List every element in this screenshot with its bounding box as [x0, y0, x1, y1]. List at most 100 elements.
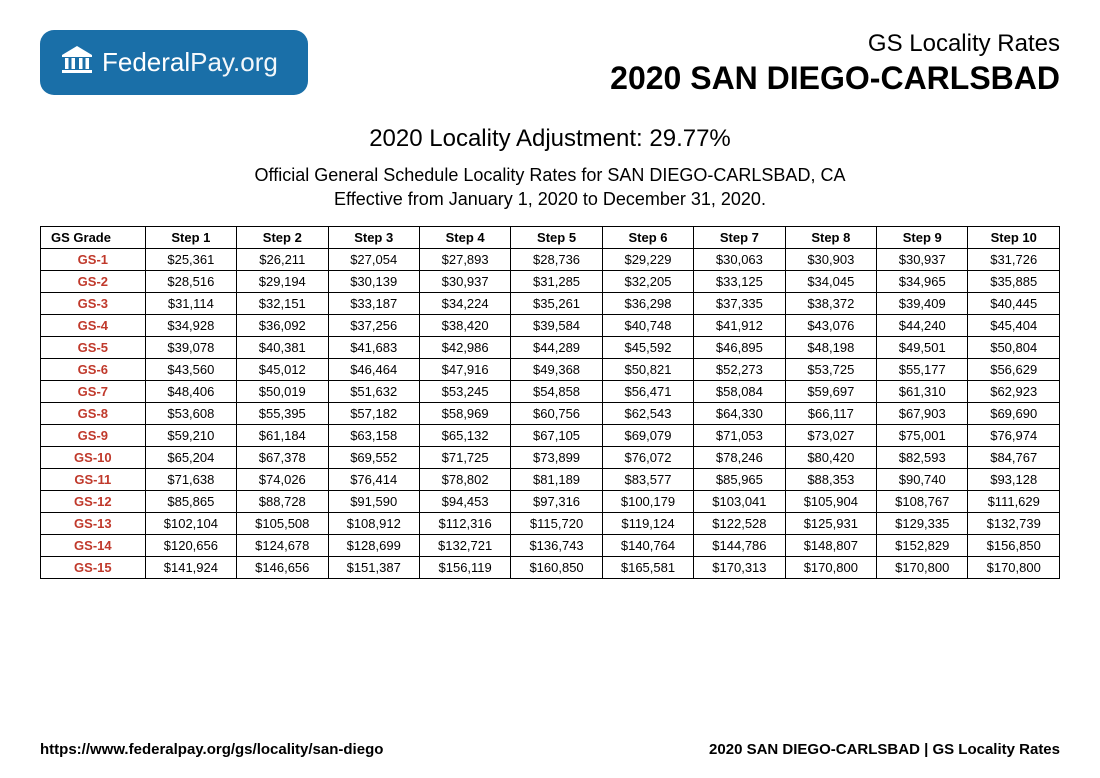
cell-value: $41,683	[328, 336, 419, 358]
cell-value: $30,903	[785, 248, 876, 270]
cell-value: $43,560	[145, 358, 236, 380]
col-grade: GS Grade	[41, 226, 146, 248]
cell-grade: GS-14	[41, 534, 146, 556]
cell-value: $30,139	[328, 270, 419, 292]
table-row: GS-5$39,078$40,381$41,683$42,986$44,289$…	[41, 336, 1060, 358]
table-row: GS-6$43,560$45,012$46,464$47,916$49,368$…	[41, 358, 1060, 380]
cell-value: $76,974	[968, 424, 1060, 446]
table-row: GS-9$59,210$61,184$63,158$65,132$67,105$…	[41, 424, 1060, 446]
cell-value: $38,420	[419, 314, 510, 336]
cell-value: $156,119	[419, 556, 510, 578]
cell-grade: GS-9	[41, 424, 146, 446]
cell-value: $111,629	[968, 490, 1060, 512]
cell-value: $28,516	[145, 270, 236, 292]
cell-value: $140,764	[602, 534, 693, 556]
cell-value: $40,381	[237, 336, 328, 358]
table-row: GS-10$65,204$67,378$69,552$71,725$73,899…	[41, 446, 1060, 468]
cell-value: $45,012	[237, 358, 328, 380]
cell-value: $151,387	[328, 556, 419, 578]
col-step-8: Step 8	[785, 226, 876, 248]
cell-value: $33,187	[328, 292, 419, 314]
cell-value: $37,256	[328, 314, 419, 336]
cell-value: $51,632	[328, 380, 419, 402]
cell-value: $36,298	[602, 292, 693, 314]
cell-value: $136,743	[511, 534, 602, 556]
cell-value: $30,937	[419, 270, 510, 292]
cell-value: $34,045	[785, 270, 876, 292]
cell-value: $64,330	[694, 402, 785, 424]
cell-value: $91,590	[328, 490, 419, 512]
cell-value: $93,128	[968, 468, 1060, 490]
cell-value: $50,821	[602, 358, 693, 380]
cell-value: $39,409	[877, 292, 968, 314]
cell-value: $88,728	[237, 490, 328, 512]
cell-grade: GS-13	[41, 512, 146, 534]
cell-grade: GS-1	[41, 248, 146, 270]
brand-logo: FederalPay.org	[40, 30, 308, 95]
cell-value: $27,054	[328, 248, 419, 270]
cell-value: $81,189	[511, 468, 602, 490]
cell-value: $119,124	[602, 512, 693, 534]
cell-value: $67,378	[237, 446, 328, 468]
table-row: GS-7$48,406$50,019$51,632$53,245$54,858$…	[41, 380, 1060, 402]
cell-value: $57,182	[328, 402, 419, 424]
cell-value: $105,904	[785, 490, 876, 512]
col-step-9: Step 9	[877, 226, 968, 248]
cell-value: $32,205	[602, 270, 693, 292]
page-footer: https://www.federalpay.org/gs/locality/s…	[40, 721, 1060, 758]
cell-value: $128,699	[328, 534, 419, 556]
cell-value: $160,850	[511, 556, 602, 578]
cell-value: $120,656	[145, 534, 236, 556]
table-row: GS-11$71,638$74,026$76,414$78,802$81,189…	[41, 468, 1060, 490]
cell-value: $35,885	[968, 270, 1060, 292]
cell-value: $84,767	[968, 446, 1060, 468]
cell-grade: GS-11	[41, 468, 146, 490]
brand-text: FederalPay.org	[102, 47, 278, 78]
cell-value: $43,076	[785, 314, 876, 336]
col-step-2: Step 2	[237, 226, 328, 248]
cell-value: $125,931	[785, 512, 876, 534]
cell-value: $62,543	[602, 402, 693, 424]
col-step-5: Step 5	[511, 226, 602, 248]
table-row: GS-1$25,361$26,211$27,054$27,893$28,736$…	[41, 248, 1060, 270]
brand-light: Pay.org	[190, 47, 278, 77]
cell-value: $67,903	[877, 402, 968, 424]
cell-value: $69,079	[602, 424, 693, 446]
cell-value: $49,368	[511, 358, 602, 380]
cell-value: $112,316	[419, 512, 510, 534]
cell-value: $67,105	[511, 424, 602, 446]
cell-value: $144,786	[694, 534, 785, 556]
table-row: GS-2$28,516$29,194$30,139$30,937$31,285$…	[41, 270, 1060, 292]
page-title: 2020 SAN DIEGO-CARLSBAD	[610, 60, 1060, 97]
cell-value: $41,912	[694, 314, 785, 336]
footer-url: https://www.federalpay.org/gs/locality/s…	[40, 741, 383, 758]
cell-value: $74,026	[237, 468, 328, 490]
cell-value: $108,767	[877, 490, 968, 512]
cell-value: $32,151	[237, 292, 328, 314]
cell-value: $71,053	[694, 424, 785, 446]
cell-value: $97,316	[511, 490, 602, 512]
cell-value: $48,198	[785, 336, 876, 358]
brand-bold: Federal	[102, 47, 190, 77]
col-step-4: Step 4	[419, 226, 510, 248]
cell-value: $56,629	[968, 358, 1060, 380]
cell-value: $38,372	[785, 292, 876, 314]
description-line-1: Official General Schedule Locality Rates…	[40, 163, 1060, 187]
cell-grade: GS-10	[41, 446, 146, 468]
cell-value: $69,552	[328, 446, 419, 468]
col-step-1: Step 1	[145, 226, 236, 248]
cell-value: $129,335	[877, 512, 968, 534]
cell-value: $100,179	[602, 490, 693, 512]
cell-value: $58,084	[694, 380, 785, 402]
cell-value: $35,261	[511, 292, 602, 314]
page-header: FederalPay.org GS Locality Rates 2020 SA…	[40, 30, 1060, 97]
cell-grade: GS-15	[41, 556, 146, 578]
cell-value: $40,445	[968, 292, 1060, 314]
table-row: GS-12$85,865$88,728$91,590$94,453$97,316…	[41, 490, 1060, 512]
cell-value: $39,584	[511, 314, 602, 336]
cell-value: $132,721	[419, 534, 510, 556]
cell-value: $156,850	[968, 534, 1060, 556]
cell-value: $76,072	[602, 446, 693, 468]
cell-value: $27,893	[419, 248, 510, 270]
cell-value: $61,310	[877, 380, 968, 402]
